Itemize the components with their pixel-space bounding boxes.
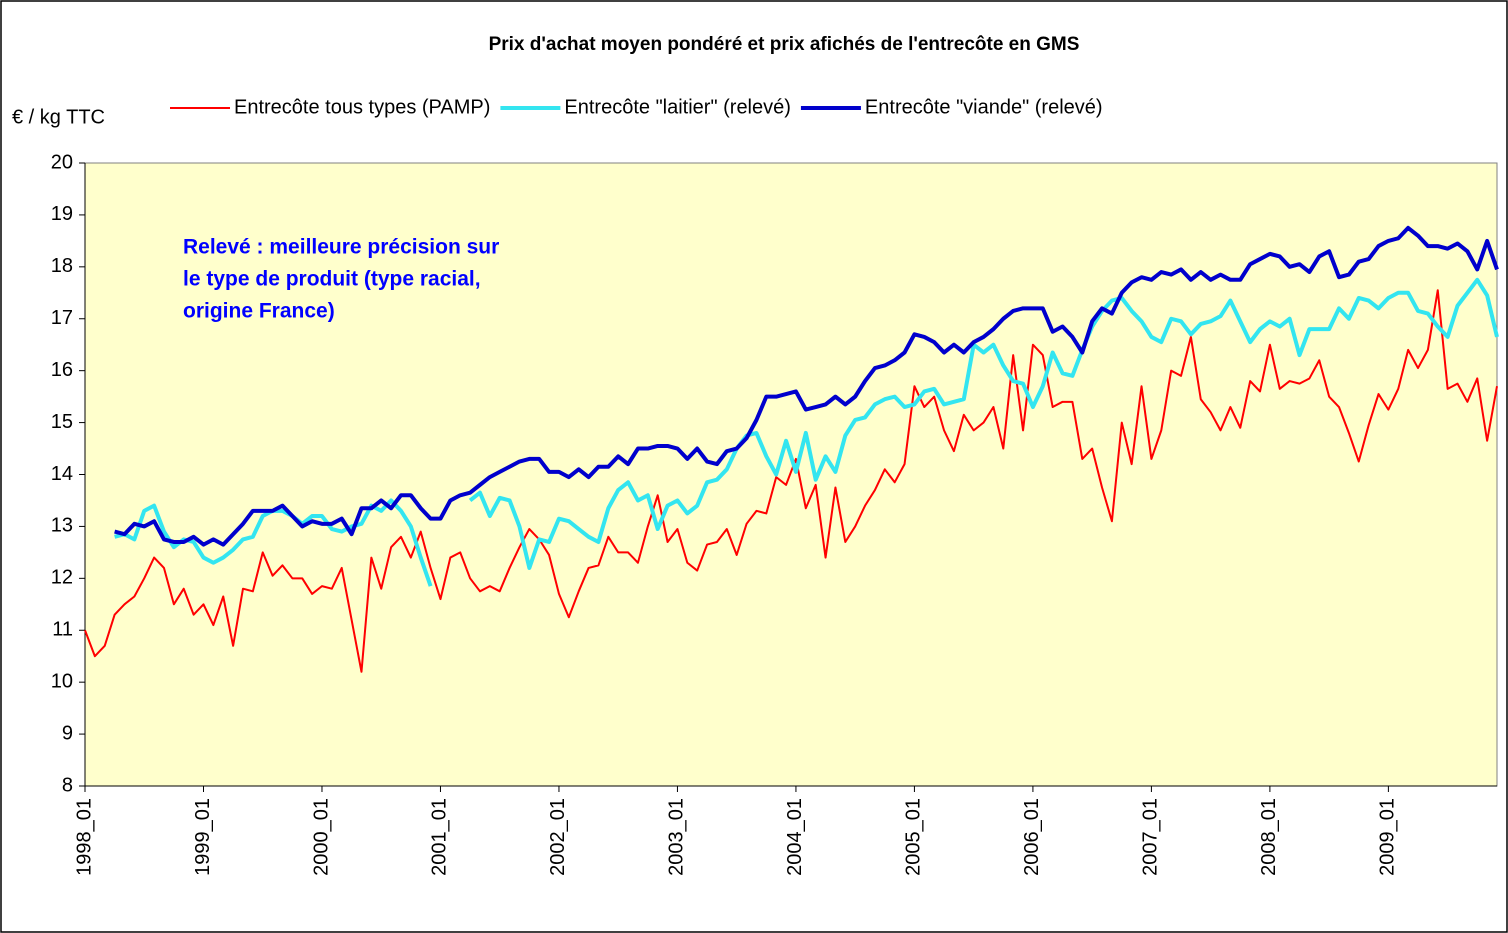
y-tick-label: 17 — [51, 307, 73, 329]
y-tick-label: 9 — [62, 722, 73, 744]
x-tick-label: 2001_01 — [429, 798, 451, 876]
y-tick-label: 10 — [51, 670, 73, 692]
y-tick-label: 20 — [51, 151, 73, 173]
legend-label: Entrecôte "laitier" (relevé) — [564, 96, 791, 118]
series-line — [84, 289, 1498, 673]
x-tick-label: 2006_01 — [1021, 798, 1043, 876]
x-tick-label: 1998_01 — [73, 798, 95, 876]
annotation: le type de produit (type racial, — [183, 268, 481, 291]
x-tick-label: 2004_01 — [784, 798, 806, 876]
annotation: origine France) — [183, 300, 335, 323]
x-tick-label: 2003_01 — [666, 798, 688, 876]
y-tick-label: 19 — [51, 203, 73, 225]
annotation: Relevé : meilleure précision sur — [183, 236, 499, 259]
x-tick-label: 2007_01 — [1140, 798, 1162, 876]
y-axis-label: € / kg TTC — [12, 106, 105, 128]
y-tick-label: 11 — [52, 619, 73, 641]
y-tick-label: 13 — [51, 515, 73, 537]
legend-label: Entrecôte tous types (PAMP) — [234, 96, 490, 118]
legend-label: Entrecôte "viande" (relevé) — [865, 96, 1103, 118]
x-tick-label: 2000_01 — [310, 798, 332, 876]
x-tick-label: 1999_01 — [192, 798, 214, 876]
x-tick-label: 2008_01 — [1258, 798, 1280, 876]
y-tick-label: 18 — [51, 255, 73, 277]
y-tick-label: 12 — [51, 567, 73, 589]
y-tick-label: 8 — [62, 774, 73, 796]
y-tick-label: 16 — [51, 359, 73, 381]
y-tick-label: 15 — [51, 411, 73, 433]
x-tick-label: 2009_01 — [1377, 798, 1399, 876]
y-tick-label: 14 — [51, 463, 73, 485]
series-line — [114, 225, 1499, 547]
x-tick-label: 2005_01 — [903, 798, 925, 876]
x-tick-label: 2002_01 — [547, 798, 569, 876]
chart-title: Prix d'achat moyen pondéré et prix afich… — [489, 34, 1080, 55]
